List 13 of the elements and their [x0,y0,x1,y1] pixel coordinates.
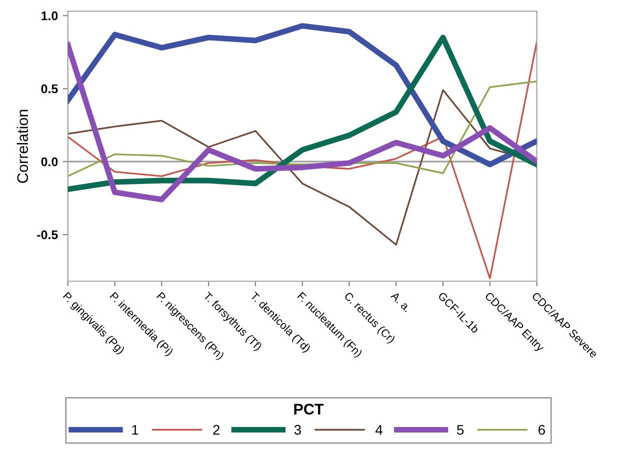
legend-label: 4 [375,425,382,435]
legend-title: PCT [294,404,324,415]
y-axis-title: Correlation [16,110,28,183]
y-tick-label: 0.5 [41,84,58,94]
y-tick-label: 0.0 [41,157,58,166]
legend-label: 1 [132,425,138,435]
x-tick-label: A. a. [390,291,412,312]
legend-label: 5 [457,425,464,435]
legend-label: 6 [538,424,545,435]
legend-label: 3 [294,424,301,435]
y-tick-label: 1.0 [42,11,58,20]
y-tick-label: -0.5 [37,230,58,240]
legend-label: 2 [213,424,220,435]
